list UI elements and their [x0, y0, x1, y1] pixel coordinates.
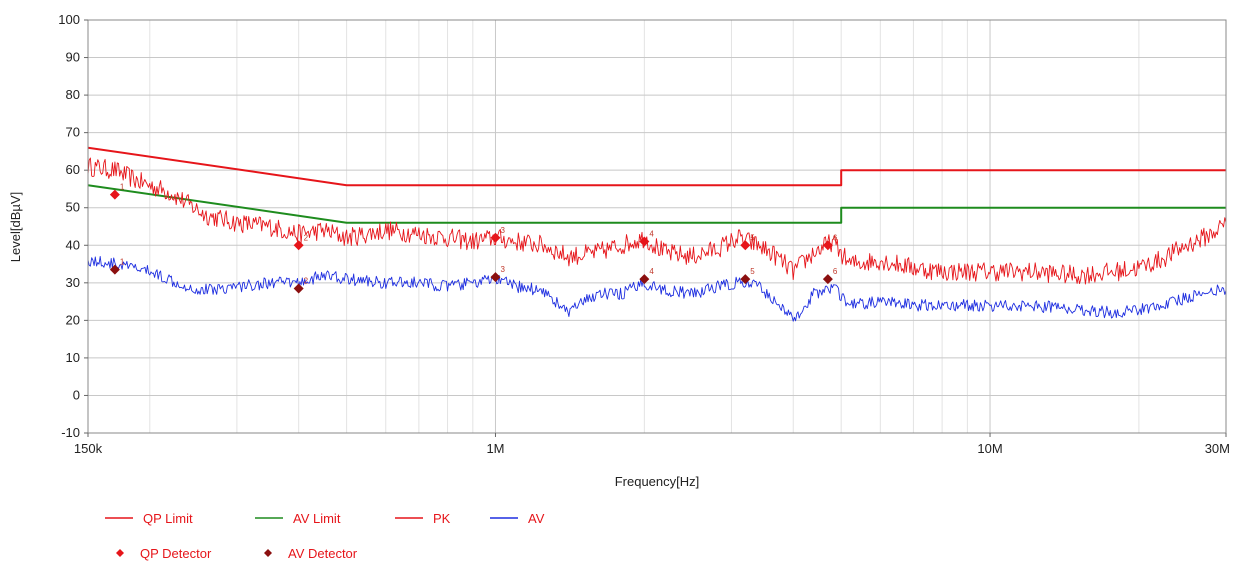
x-tick-label: 150k: [74, 441, 103, 456]
qp-detector-marker-label: 4: [649, 230, 654, 239]
series-group: [87, 146, 1227, 322]
legend: QP Limit AV Limit PK AV QP Detector AV Detect…: [105, 511, 545, 561]
legend-entry-label: AV Limit: [293, 511, 341, 526]
y-tick-label: 100: [58, 12, 80, 27]
av-detector-marker: [740, 274, 751, 285]
series-av-line: [87, 256, 1227, 322]
axes: -10 0 10 20 30 40 50 60 70 80 90 100 150k 1M 10M 30M: [58, 12, 1230, 456]
x-tick-label: 10M: [977, 441, 1002, 456]
detector-markers: 1 2 3 4 5 6 1 2 3 4 5 6: [109, 183, 838, 294]
series-pk-line: [87, 157, 1227, 285]
y-tick-label: 30: [66, 275, 80, 290]
legend-swatch-diamond: [116, 549, 124, 557]
y-tick-label: 10: [66, 350, 80, 365]
y-tick-label: 20: [66, 312, 80, 327]
av-detector-marker: [109, 264, 120, 275]
y-tick-label: 60: [66, 162, 80, 177]
y-tick-label: 50: [66, 200, 80, 215]
y-tick-label: 90: [66, 50, 80, 65]
y-tick-label: 70: [66, 125, 80, 140]
av-detector-marker: [490, 272, 501, 283]
series-av-limit-line: [87, 184, 1226, 224]
legend-entry-label: QP Detector: [140, 546, 212, 561]
x-axis-label: Frequency[Hz]: [615, 474, 700, 489]
qp-detector-marker-label: 1: [120, 183, 125, 192]
qp-detector-marker-label: 2: [304, 233, 309, 242]
y-axis-label: Level[dBµV]: [8, 192, 23, 262]
x-tick-label: 1M: [486, 441, 504, 456]
av-detector-marker: [822, 274, 833, 285]
qp-detector-marker-label: 3: [500, 226, 505, 235]
av-detector-marker-label: 5: [750, 267, 755, 276]
qp-detector-marker-label: 5: [750, 233, 755, 242]
av-detector-marker-label: 6: [833, 267, 838, 276]
av-detector-marker: [293, 283, 304, 294]
av-detector-marker: [639, 274, 650, 285]
legend-entry-label: AV: [528, 511, 545, 526]
series-qp-limit-line: [87, 146, 1226, 187]
qp-detector-marker: [822, 240, 833, 251]
qp-detector-marker: [490, 232, 501, 243]
av-detector-marker-label: 4: [649, 267, 654, 276]
legend-entry-label: PK: [433, 511, 451, 526]
qp-detector-marker: [740, 240, 751, 251]
av-detector-marker-label: 3: [500, 265, 505, 274]
legend-entry-label: QP Limit: [143, 511, 193, 526]
grid: [88, 19, 1226, 434]
av-detector-marker-label: 1: [120, 258, 125, 267]
x-tick-label: 30M: [1205, 441, 1230, 456]
legend-entry-label: AV Detector: [288, 546, 358, 561]
y-tick-label: 80: [66, 87, 80, 102]
legend-swatch-diamond: [264, 549, 272, 557]
y-tick-label: 40: [66, 237, 80, 252]
plot-frame: [87, 19, 1227, 434]
y-tick-label: -10: [61, 425, 80, 440]
qp-detector-marker: [293, 240, 304, 251]
y-tick-label: 0: [73, 387, 80, 402]
qp-detector-marker: [109, 189, 120, 200]
qp-detector-marker: [639, 236, 650, 247]
av-detector-marker-label: 2: [304, 276, 309, 285]
qp-detector-marker-label: 6: [833, 233, 838, 242]
